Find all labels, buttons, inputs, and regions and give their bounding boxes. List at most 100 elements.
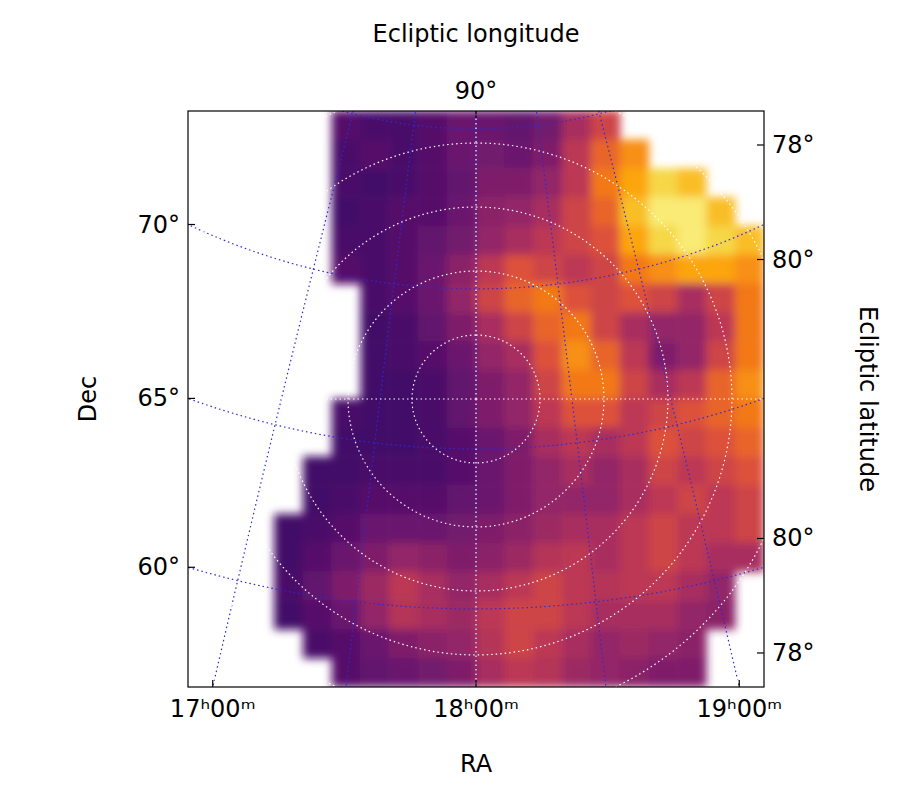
cell	[389, 485, 418, 514]
cell	[591, 341, 620, 370]
cell	[447, 485, 476, 514]
cell	[303, 514, 332, 543]
cell	[505, 629, 534, 658]
cell	[677, 341, 706, 370]
cell	[533, 629, 562, 658]
ra-tick	[475, 680, 476, 687]
cell	[361, 485, 390, 514]
cell	[677, 543, 706, 572]
cell	[649, 399, 678, 428]
cell	[389, 255, 418, 284]
cell	[418, 485, 447, 514]
sky-map: 60°65°70°17ʰ00ᵐ18ʰ00ᵐ19ʰ00ᵐ78°78°80°80°9…	[0, 0, 910, 786]
cell	[447, 168, 476, 197]
cell	[447, 255, 476, 284]
cell	[735, 485, 764, 514]
cell	[649, 658, 678, 687]
cell	[620, 629, 649, 658]
cell	[533, 485, 562, 514]
cell	[505, 226, 534, 255]
ecl-lat-tick-label: 80°	[772, 246, 815, 274]
cell	[562, 456, 591, 485]
cell	[505, 514, 534, 543]
cell	[562, 572, 591, 601]
cell	[620, 370, 649, 399]
cell	[533, 312, 562, 341]
ecl-lon-tick	[475, 111, 476, 118]
cell	[562, 312, 591, 341]
cell	[505, 168, 534, 197]
cell	[447, 572, 476, 601]
cell	[476, 456, 505, 485]
cell	[735, 514, 764, 543]
cell	[447, 428, 476, 457]
plot-area	[188, 111, 764, 687]
cell	[476, 600, 505, 629]
cell	[476, 572, 505, 601]
cell	[706, 485, 735, 514]
cell	[389, 140, 418, 169]
cell	[303, 629, 332, 658]
ecl-lon-grid-line	[188, 398, 476, 399]
cell	[706, 428, 735, 457]
cell	[447, 658, 476, 687]
dec-tick-label: 65°	[137, 384, 180, 412]
cell	[303, 572, 332, 601]
cell	[476, 312, 505, 341]
cell	[649, 485, 678, 514]
cell	[735, 312, 764, 341]
cell	[361, 111, 390, 140]
cell	[389, 168, 418, 197]
cell	[505, 543, 534, 572]
cell	[706, 312, 735, 341]
cell	[505, 485, 534, 514]
cell	[332, 399, 361, 428]
cell	[562, 341, 591, 370]
cell	[447, 197, 476, 226]
cell	[735, 543, 764, 572]
dec-tick-label: 70°	[137, 211, 180, 239]
cell	[447, 514, 476, 543]
cell	[505, 600, 534, 629]
cell	[533, 226, 562, 255]
cell	[706, 600, 735, 629]
cell	[418, 543, 447, 572]
cell	[389, 428, 418, 457]
cell	[620, 428, 649, 457]
cell	[591, 456, 620, 485]
cell	[620, 399, 649, 428]
cell	[735, 341, 764, 370]
ecl-lon-tick-label: 90°	[455, 77, 498, 105]
cell	[533, 658, 562, 687]
cell	[649, 370, 678, 399]
cell	[476, 543, 505, 572]
cell	[591, 370, 620, 399]
cell	[418, 312, 447, 341]
cell	[389, 341, 418, 370]
cell	[332, 197, 361, 226]
cell	[332, 111, 361, 140]
ra-tick	[739, 680, 740, 687]
cell	[677, 168, 706, 197]
cell	[418, 197, 447, 226]
cell	[447, 341, 476, 370]
cell	[274, 543, 303, 572]
cell	[476, 658, 505, 687]
cell	[591, 658, 620, 687]
cell	[505, 255, 534, 284]
cell	[649, 284, 678, 313]
cell	[361, 658, 390, 687]
cell	[591, 428, 620, 457]
cell	[735, 370, 764, 399]
cell	[591, 168, 620, 197]
cell	[447, 226, 476, 255]
cell	[533, 399, 562, 428]
cell	[447, 284, 476, 313]
cell	[533, 600, 562, 629]
cell	[533, 370, 562, 399]
cell	[562, 111, 591, 140]
cell	[505, 428, 534, 457]
cell	[361, 255, 390, 284]
cell	[735, 284, 764, 313]
cell	[447, 543, 476, 572]
